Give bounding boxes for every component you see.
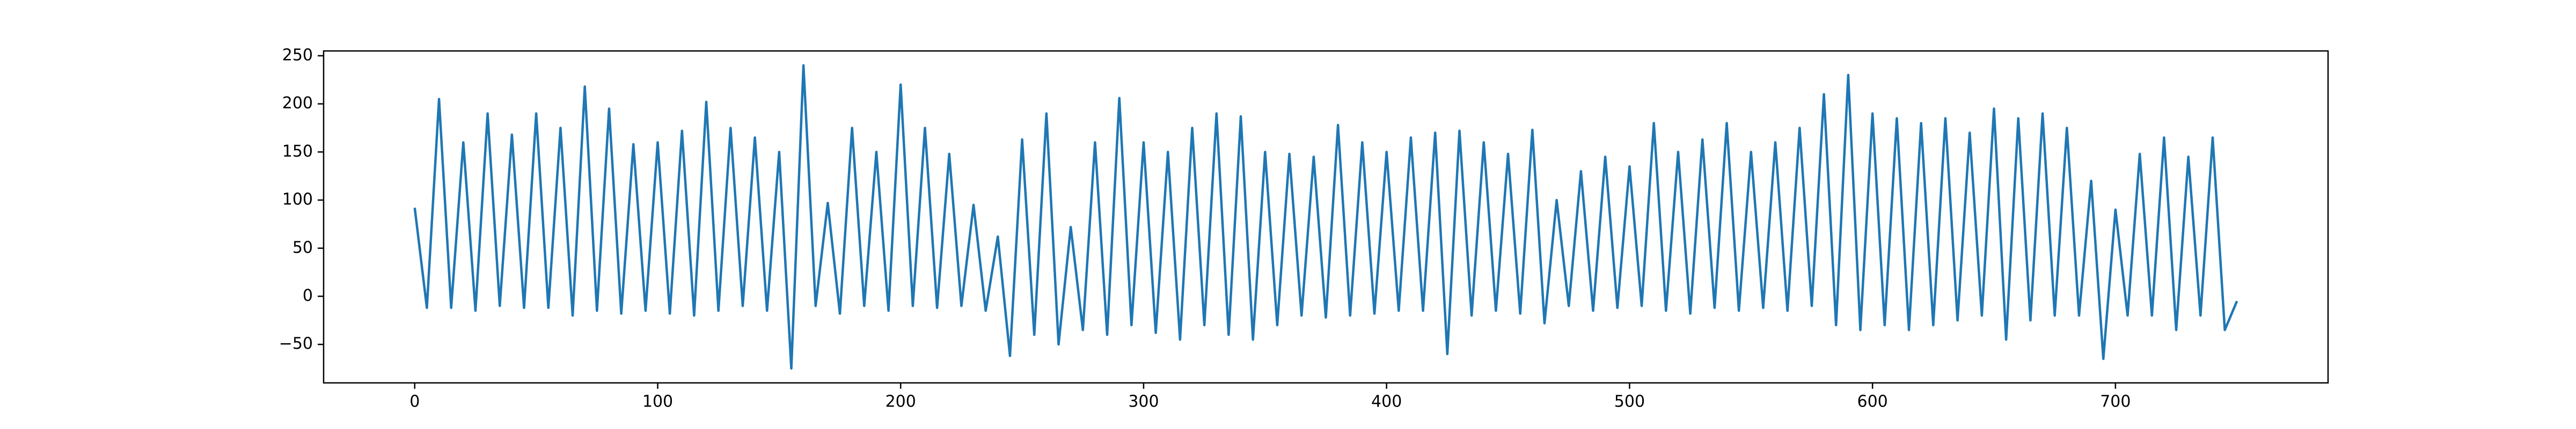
x-tick-label: 0	[409, 393, 420, 411]
y-tick-label: 50	[292, 238, 313, 257]
axes-frame	[323, 50, 2329, 384]
x-tick-label: 300	[1128, 393, 1159, 411]
y-tick-label: 150	[282, 142, 313, 161]
y-tick-label: 250	[282, 46, 313, 64]
x-tick-label: 400	[1371, 393, 1402, 411]
line-series	[413, 64, 2238, 370]
x-tick-label: 500	[1614, 393, 1645, 411]
y-tick-label: 0	[303, 286, 313, 305]
y-tick-label: −50	[279, 335, 313, 353]
x-tick-label: 200	[885, 393, 916, 411]
x-tick-label: 600	[1857, 393, 1888, 411]
y-tick-label: 100	[282, 190, 313, 209]
x-tick-label: 100	[642, 393, 673, 411]
x-tick-label: 700	[2100, 393, 2131, 411]
y-tick-label: 200	[282, 94, 313, 113]
